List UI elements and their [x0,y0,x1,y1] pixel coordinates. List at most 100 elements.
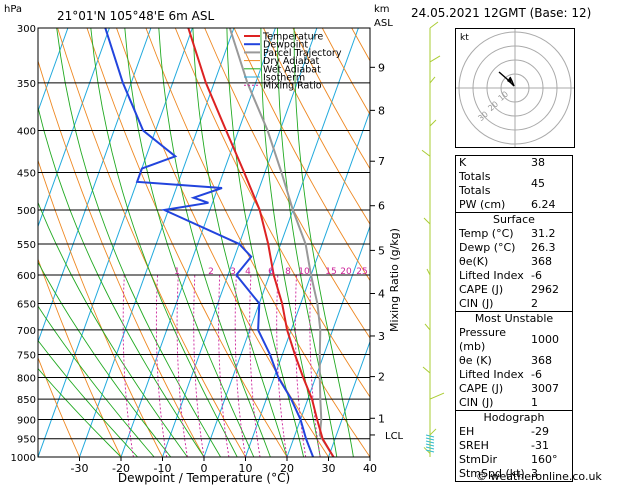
index-row: θe(K) 368 [456,255,573,269]
isotherm-line [203,28,359,457]
index-section-header: Most Unstable [455,311,573,326]
km-tick-label: 3 [378,330,385,343]
dry-adiabat-line [292,28,370,170]
index-value: -6 [531,269,542,282]
legend-label: Mixing Ratio [263,81,322,92]
legend-label: Temperature [262,32,323,43]
km-tick-label: 5 [378,244,385,257]
hodo-unit-label: kt [460,33,469,43]
mixing-ratio-label: 10 [298,267,310,277]
x-tick-label: -10 [154,462,172,475]
dry-adiabat-line [38,356,80,457]
wet-adiabat-line [38,105,205,457]
hodo-trace [498,71,515,87]
mixing-ratio-label: 8 [285,267,291,277]
index-label: CIN (J) [459,396,494,409]
index-label: Temp (°C) [459,227,514,240]
parcel-line [228,28,335,457]
index-row: CIN (J) 2 [456,297,573,312]
x-tick-label: 40 [363,462,377,475]
wet-adiabat-line [158,28,271,457]
mixing-ratio-label: 1 [174,267,180,277]
index-row: EH -29 [456,425,573,439]
location-label: 21°01'N 105°48'E 6m ASL [57,9,214,23]
isotherm-line [38,28,193,457]
wet-adiabat-line [38,367,122,457]
hpa-unit-label: hPa [4,4,22,15]
wind-barb [429,21,439,29]
dry-adiabat-line [233,28,370,282]
wind-barb [429,119,437,127]
wet-adiabat-line [226,28,305,457]
wind-barb [425,440,435,444]
km-tick-label: 7 [378,155,385,168]
index-value: 3007 [531,382,559,395]
index-value: 45 [531,177,545,190]
index-row: CAPE (J) 2962 [456,283,573,297]
dry-adiabat-line [38,59,205,457]
km-tick-label: 8 [378,104,385,117]
pressure-tick-label: 450 [17,168,36,179]
dewpoint-line [104,28,315,457]
index-row: StmSpd (kt) 3 [456,467,573,482]
isotherm-line [245,109,370,457]
index-value: 1000 [531,333,559,346]
index-label: Lifted Index [459,269,524,282]
index-row: Pressure (mb) 1000 [456,326,573,354]
mixing-ratio-label: 3 [230,267,236,277]
index-row: Dewp (°C) 26.3 [456,241,573,255]
plot-area [38,28,370,457]
wet-adiabat-line [293,28,354,457]
km-tick-label: 4 [378,287,385,300]
legend-label: Wet Adiabat [263,64,321,75]
wind-barb [421,149,431,157]
index-value: 6.24 [531,198,556,211]
date-label: 24.05.2021 12GMT (Base: 12) [411,6,592,20]
index-row: Temp (°C) 31.2 [456,227,573,241]
x-tick-label: 0 [201,462,208,475]
index-value: -31 [531,439,549,452]
x-tick-label: 30 [322,462,336,475]
pressure-tick-label: 950 [17,435,36,446]
wind-barb [425,449,435,453]
section-title: Hodograph [455,410,573,425]
pressure-tick-label: 850 [17,395,36,406]
isotherm-line [38,28,110,228]
pressure-tick-label: 300 [17,24,36,35]
hodo-arrow [507,77,512,84]
wet-adiabat-line [90,28,238,457]
index-label: Lifted Index [459,368,524,381]
index-value: 38 [531,156,545,169]
index-row: Lifted Index -6 [456,269,573,283]
index-value: 368 [531,354,552,367]
mixing-ratio-label: 15 [325,267,336,277]
index-value: -29 [531,425,549,438]
x-tick-label: 20 [280,462,294,475]
km-tick-label: 2 [378,371,385,384]
index-row: PW (cm) 6.24 [456,198,573,213]
index-label: θe(K) [459,255,489,268]
index-value: -6 [531,368,542,381]
wind-barb [423,217,431,225]
index-label: CIN (J) [459,297,494,310]
isotherm-line [286,224,370,457]
indices-table: K 38 Totals Totals 45 PW (cm) 6.24 Surface Temp… [455,155,573,482]
index-row: K 38 [456,156,573,171]
mixing-ratio-label: 6 [268,267,274,277]
lcl-label: LCL [385,431,404,442]
pressure-tick-label: 900 [17,415,36,426]
asl-unit-label: ASL [374,18,393,29]
index-label: CAPE (J) [459,283,504,296]
pressure-tick-label: 500 [17,206,36,217]
wind-barb [425,443,435,447]
index-row: CAPE (J) 3007 [456,382,573,396]
wind-barb [424,323,431,331]
index-label: EH [459,425,475,438]
temperature-line [187,28,335,457]
isotherm-line [162,28,318,457]
pressure-tick-label: 650 [17,300,36,311]
index-value: 26.3 [531,241,556,254]
wind-barb [429,76,436,84]
